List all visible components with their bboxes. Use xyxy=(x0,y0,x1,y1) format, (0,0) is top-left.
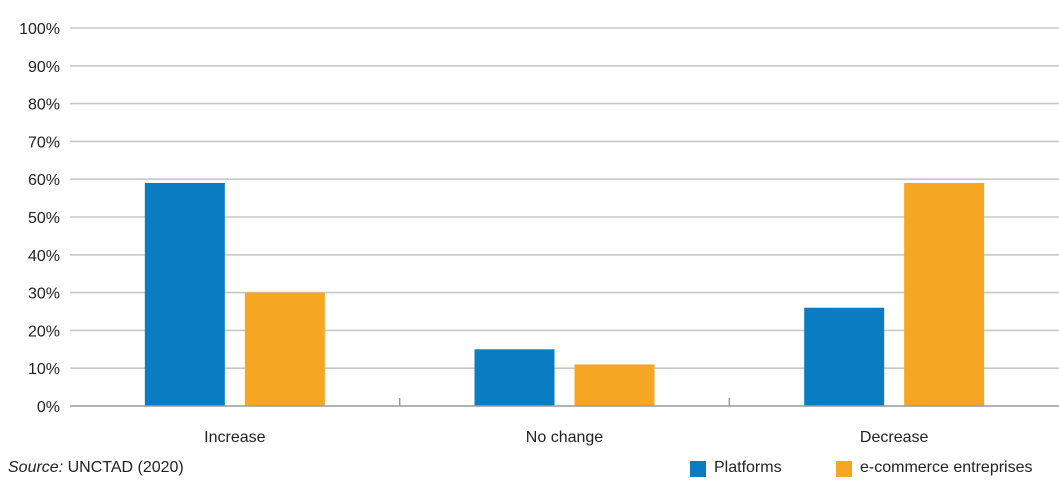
bar-ecommerce xyxy=(904,182,985,406)
source-text: UNCTAD (2020) xyxy=(63,459,184,476)
y-tick-label: 60% xyxy=(28,172,60,189)
legend-label-platforms: Platforms xyxy=(714,459,782,476)
x-tick-label: Decrease xyxy=(860,429,929,446)
legend-label-ecommerce: e-commerce entreprises xyxy=(860,459,1033,476)
bars xyxy=(144,182,985,406)
y-tick-label: 100% xyxy=(19,21,60,38)
source-label: Source: xyxy=(8,459,64,476)
bar-ecommerce xyxy=(574,364,655,406)
bar-platforms xyxy=(804,307,885,406)
bar-platforms xyxy=(144,182,225,406)
y-tick-label: 50% xyxy=(28,210,60,227)
gridlines xyxy=(70,27,1059,370)
y-tick-label: 70% xyxy=(28,134,60,151)
y-tick-label: 20% xyxy=(28,323,60,340)
bar-platforms xyxy=(474,349,555,406)
y-tick-label: 0% xyxy=(37,399,60,416)
y-tick-label: 80% xyxy=(28,97,60,114)
x-tick-label: No change xyxy=(526,429,603,446)
legend-swatch-platforms xyxy=(690,461,706,477)
x-tick-label: Increase xyxy=(204,429,265,446)
legend-swatch-ecommerce xyxy=(836,461,852,477)
source-note: Source: UNCTAD (2020) xyxy=(8,459,184,477)
bar-ecommerce xyxy=(244,292,325,406)
y-tick-label: 30% xyxy=(28,286,60,303)
y-tick-label: 90% xyxy=(28,59,60,76)
y-tick-label: 40% xyxy=(28,248,60,265)
y-axis-tick-labels: 0% 10% 20% 30% 40% 50% 60% 70% 80% 90% 100% xyxy=(19,21,60,416)
x-axis xyxy=(70,398,1059,407)
x-axis-tick-labels: Increase No change Decrease xyxy=(204,429,928,446)
y-tick-label: 10% xyxy=(28,361,60,378)
